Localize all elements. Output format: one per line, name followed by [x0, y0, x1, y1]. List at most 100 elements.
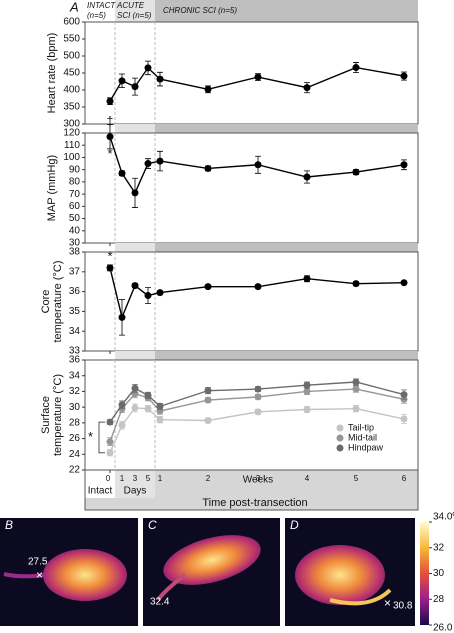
x-tick-label: 1 [158, 474, 163, 483]
annotation: * [107, 146, 112, 161]
panel-label: B [5, 518, 13, 532]
y-tick-label: 37 [69, 266, 81, 277]
data-line [109, 136, 405, 195]
tail-shape [156, 573, 187, 602]
annotation: * [107, 248, 112, 263]
data-point [106, 438, 114, 446]
plot-frame [84, 251, 419, 352]
y-tick-label: 350 [63, 102, 80, 113]
temperature-reading: 30.8 [393, 601, 413, 612]
y-tick-label: 34 [69, 370, 81, 381]
y-tick-label: 90 [69, 164, 81, 175]
y-tick-label: 450 [63, 68, 80, 79]
data-point [204, 283, 212, 291]
data-point [144, 160, 152, 168]
y-axis-label: temperature (°C) [52, 374, 64, 456]
y-tick-label: 36 [69, 355, 81, 366]
x-group-label: Weeks [243, 475, 273, 486]
y-tick-label: 400 [63, 85, 80, 96]
period-band [115, 470, 155, 498]
legend-label: Mid-tail [348, 432, 377, 442]
data-point [400, 391, 408, 399]
y-axis-label: temperature (°C) [52, 260, 64, 342]
y-tick-label: 40 [69, 225, 81, 236]
data-point [204, 85, 212, 93]
y-tick-label: 22 [69, 465, 81, 476]
data-point [254, 283, 262, 291]
thermal-images: × B 27.5 C 32.4 × D 30.8 [0, 518, 415, 626]
data-point [144, 292, 152, 300]
data-point [400, 415, 408, 423]
data-point [352, 378, 360, 386]
x-tick-label: 5 [146, 474, 151, 483]
data-point [352, 280, 360, 288]
colorbar-label: 30 [433, 568, 445, 579]
data-point [254, 73, 262, 81]
data-point [303, 387, 311, 395]
data-point [144, 405, 152, 413]
data-point [144, 391, 152, 399]
y-axis-label: MAP (mmHg) [46, 155, 58, 221]
data-point [131, 189, 139, 197]
period-band [155, 470, 418, 510]
data-point [204, 164, 212, 172]
y-tick-label: 550 [63, 34, 80, 45]
region-label: ACUTE [116, 1, 145, 10]
y-tick-label: 110 [64, 140, 80, 151]
data-point [131, 282, 139, 290]
cross-marker: × [384, 596, 391, 610]
legend-marker [336, 444, 344, 452]
data-point [118, 77, 126, 85]
x-group-label: Intact [88, 486, 113, 497]
data-point [204, 387, 212, 395]
x-tick-label: 1 [120, 474, 125, 483]
plot-frame [84, 21, 419, 125]
legend-label: Hindpaw [348, 442, 384, 452]
x-group-label: Days [124, 486, 147, 497]
y-tick-label: 28 [69, 417, 81, 428]
data-point [118, 401, 126, 409]
panel-label: C [148, 518, 157, 532]
data-point [352, 64, 360, 72]
y-tick-label: 60 [69, 201, 81, 212]
period-band [155, 124, 418, 133]
region-label: INTACT [87, 1, 116, 10]
cross-marker: × [36, 568, 43, 582]
y-tick-label: 70 [69, 189, 81, 200]
region-label: (n=5) [87, 11, 106, 20]
colorbar-label: 28 [433, 594, 445, 605]
y-tick-label: 120 [63, 128, 80, 139]
region-label: SCI (n=5) [117, 11, 152, 20]
temperature-reading: 32.4 [150, 597, 170, 608]
data-point [352, 385, 360, 393]
data-point [156, 157, 164, 165]
data-point [303, 84, 311, 92]
header-acute [115, 0, 155, 22]
data-point [400, 161, 408, 169]
x-tick-label: 0 [106, 474, 111, 483]
data-point [303, 381, 311, 389]
y-axis-label: Core [40, 290, 52, 314]
data-point [118, 313, 126, 321]
data-point [156, 289, 164, 297]
y-tick-label: 32 [69, 386, 81, 397]
colorbar-label: 32 [433, 542, 445, 553]
x-tick-label: 4 [305, 474, 310, 483]
data-point [352, 405, 360, 413]
axis-box [84, 469, 419, 511]
data-point [352, 168, 360, 176]
data-point [106, 264, 114, 272]
panel-label: A [69, 0, 79, 14]
y-tick-label: 33 [69, 346, 81, 357]
x-tick-label: 3 [133, 474, 138, 483]
rat-shape [295, 545, 385, 605]
colorbar-label: 34.0ºC [433, 512, 454, 523]
data-point [254, 393, 262, 401]
data-point [131, 83, 139, 91]
rat-shape [163, 535, 261, 585]
x-tick-label: 2 [206, 474, 211, 483]
data-line [109, 66, 405, 102]
header-chronic [155, 0, 418, 22]
data-point [106, 449, 114, 457]
data-point [144, 64, 152, 72]
